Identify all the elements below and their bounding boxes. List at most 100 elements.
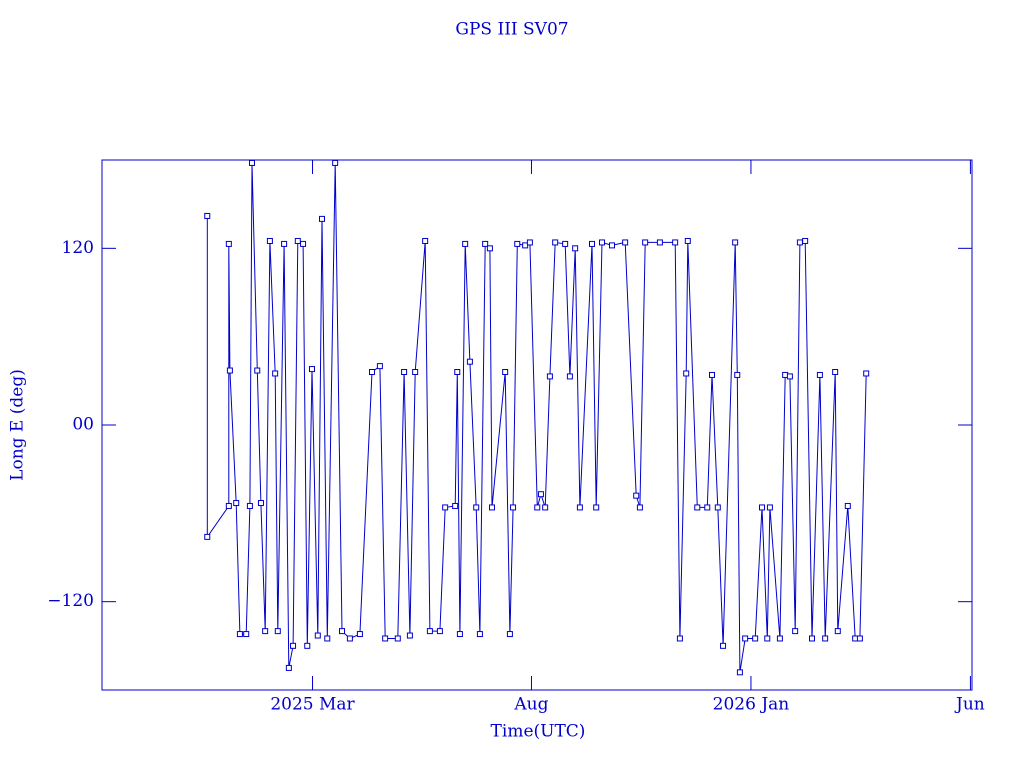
- point-marker: [482, 240, 489, 247]
- x-tick-label: 2026 Jan: [713, 695, 790, 715]
- point-marker: [412, 369, 419, 375]
- point-marker: [376, 363, 383, 370]
- y-tick-label: 120: [62, 238, 94, 258]
- point-marker: [792, 628, 799, 635]
- point-marker: [534, 504, 541, 511]
- point-marker: [863, 370, 870, 377]
- point-marker: [562, 240, 569, 247]
- point-marker: [822, 635, 829, 642]
- point-marker: [314, 632, 321, 639]
- point-marker: [576, 504, 583, 511]
- point-marker: [694, 504, 701, 511]
- point-marker: [759, 504, 765, 511]
- point-marker: [742, 635, 749, 642]
- point-marker: [766, 504, 773, 511]
- point-marker: [356, 631, 363, 638]
- point-marker: [572, 245, 579, 252]
- point-marker: [243, 631, 250, 638]
- point-marker: [204, 533, 211, 540]
- point-marker: [776, 635, 783, 642]
- point-marker: [542, 504, 549, 511]
- point-marker: [510, 504, 517, 511]
- point-marker: [752, 635, 759, 642]
- point-marker: [552, 239, 559, 246]
- point-marker: [462, 240, 469, 247]
- point-marker: [257, 500, 264, 507]
- plot-area: [204, 160, 870, 676]
- point-marker: [593, 504, 600, 511]
- point-marker: [249, 160, 255, 166]
- point-marker: [802, 237, 809, 244]
- point-marker: [466, 358, 473, 365]
- x-axis-label: Time(UTC): [491, 722, 586, 742]
- point-marker: [796, 239, 803, 246]
- point-marker: [683, 370, 690, 377]
- point-marker: [599, 239, 605, 246]
- point-marker: [332, 160, 339, 166]
- point-marker: [204, 212, 211, 219]
- point-marker: [732, 239, 739, 246]
- point-marker: [394, 635, 401, 642]
- point-marker: [262, 628, 269, 635]
- point-marker: [426, 628, 433, 635]
- point-marker: [266, 237, 273, 244]
- point-marker: [720, 642, 727, 649]
- point-marker: [672, 239, 679, 246]
- point-marker: [714, 504, 721, 511]
- point-marker: [401, 369, 408, 375]
- point-marker: [281, 240, 288, 247]
- point-marker: [676, 635, 683, 642]
- point-marker: [609, 242, 615, 249]
- point-marker: [442, 504, 449, 511]
- x-tick-label: Jun: [954, 695, 985, 715]
- point-marker: [489, 504, 495, 511]
- point-marker: [422, 237, 429, 244]
- point-marker: [856, 635, 863, 642]
- point-marker: [736, 669, 743, 676]
- point-marker: [502, 369, 509, 375]
- point-marker: [324, 635, 331, 642]
- chart-title: GPS III SV07: [455, 20, 568, 40]
- point-marker: [656, 239, 663, 246]
- point-marker: [537, 491, 544, 498]
- point-marker: [254, 367, 261, 374]
- point-marker: [452, 502, 459, 509]
- point-marker: [300, 240, 307, 247]
- point-marker: [454, 369, 461, 375]
- point-marker: [589, 240, 595, 247]
- point-marker: [816, 371, 823, 378]
- point-marker: [339, 628, 345, 635]
- point-marker: [274, 628, 281, 635]
- point-marker: [506, 631, 513, 638]
- point-marker: [225, 240, 232, 247]
- y-tick-label: −120: [47, 591, 94, 611]
- point-marker: [226, 367, 233, 374]
- point-marker: [844, 502, 851, 509]
- point-marker: [304, 642, 311, 649]
- point-marker: [486, 245, 493, 252]
- point-marker: [290, 642, 297, 649]
- point-marker: [526, 239, 533, 246]
- point-marker: [225, 502, 232, 509]
- point-marker: [476, 631, 483, 638]
- point-marker: [809, 635, 815, 642]
- point-marker: [566, 373, 573, 380]
- point-marker: [369, 369, 375, 375]
- point-marker: [319, 215, 325, 222]
- point-marker: [233, 500, 240, 507]
- series-line: [206, 162, 867, 673]
- point-marker: [309, 366, 315, 373]
- point-marker: [642, 239, 649, 246]
- point-marker: [406, 632, 413, 639]
- point-marker: [764, 635, 771, 642]
- y-axis-label: Long E (deg): [8, 369, 28, 481]
- point-marker: [734, 371, 741, 378]
- point-marker: [473, 504, 480, 511]
- point-marker: [636, 504, 643, 511]
- point-marker: [684, 237, 691, 244]
- point-marker: [456, 631, 463, 638]
- point-marker: [832, 369, 839, 375]
- x-tick-label: 2025 Mar: [270, 695, 355, 715]
- y-tick-label: 00: [72, 415, 94, 435]
- point-marker: [834, 628, 841, 635]
